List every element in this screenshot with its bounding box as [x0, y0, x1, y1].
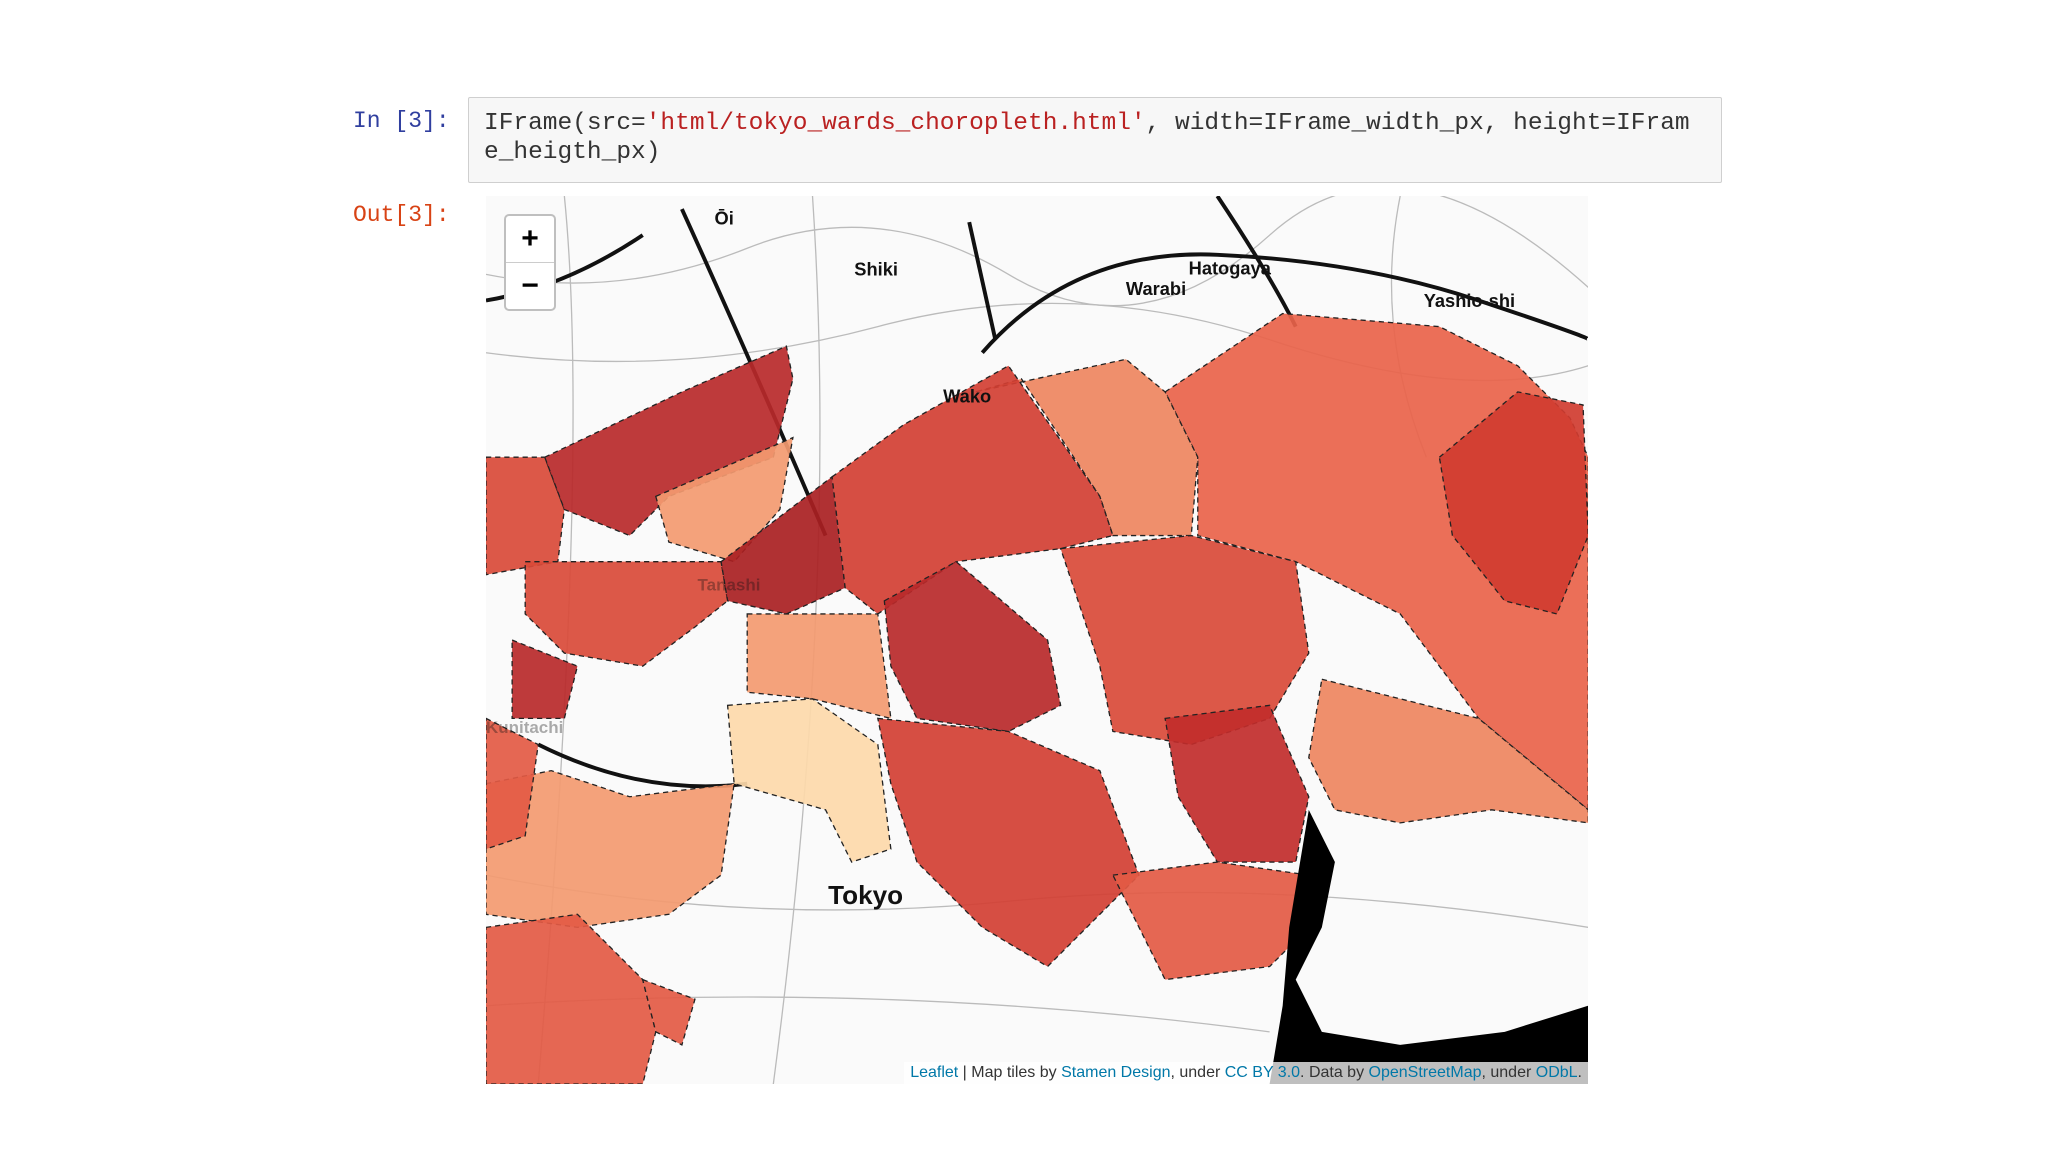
ward	[486, 769, 735, 929]
code-string: 'html/tokyo_wards_choropleth.html'	[645, 110, 1146, 137]
ward	[1164, 704, 1310, 863]
ward	[641, 978, 696, 1046]
ward	[726, 698, 892, 863]
attribution-text: | Map tiles by	[958, 1064, 1062, 1081]
ward	[1308, 678, 1588, 824]
attribution-link[interactable]: Stamen Design	[1061, 1064, 1171, 1081]
attribution: Leaflet | Map tiles by Stamen Design, un…	[904, 1062, 1588, 1084]
zoom-out-button[interactable]: −	[506, 262, 554, 309]
code-call: IFrame(src=	[484, 110, 646, 137]
road	[967, 221, 998, 341]
ward	[1438, 391, 1588, 615]
ward	[975, 358, 1199, 537]
ward	[524, 561, 729, 667]
attribution-text: .	[1577, 1064, 1582, 1081]
ward	[876, 717, 1140, 968]
zoom-control: + −	[504, 214, 556, 311]
ward	[720, 475, 846, 615]
place-label: Tokyo	[828, 880, 903, 910]
place-label: Ōi	[715, 208, 734, 229]
code-rest: , width=IFrame_width_px, height=IFrame_h…	[484, 110, 1690, 166]
ward	[511, 639, 579, 720]
attribution-text: , under	[1481, 1064, 1536, 1081]
place-label: Hatogaya	[1189, 257, 1272, 278]
place-label: Shiki	[854, 259, 898, 280]
input-prompt: In [3]:	[353, 108, 450, 134]
place-label: Warabi	[1126, 278, 1186, 299]
attribution-link[interactable]: ODbL	[1535, 1064, 1578, 1081]
ward	[486, 456, 566, 576]
road	[486, 196, 1588, 307]
ward	[1111, 861, 1310, 981]
attribution-text: . Data by	[1300, 1064, 1369, 1081]
zoom-in-button[interactable]: +	[521, 222, 539, 255]
map[interactable]: Ōi Shiki Hatogaya Warabi Yashio-shi Wako Tanas…	[486, 196, 1588, 1084]
ward	[883, 560, 1062, 733]
place-label: Kunitachi	[486, 718, 563, 737]
road	[980, 252, 1588, 355]
water	[1269, 809, 1588, 1084]
place-label: Tanashi	[698, 575, 761, 594]
ward	[831, 364, 1114, 615]
code-cell[interactable]: IFrame(src='html/tokyo_wards_choropleth.…	[468, 97, 1722, 183]
attribution-link[interactable]: Leaflet	[910, 1064, 959, 1081]
ward	[486, 717, 539, 850]
ward-polygons	[486, 312, 1588, 1084]
attribution-text: , under	[1170, 1064, 1225, 1081]
place-label: Wako	[943, 385, 991, 406]
code: IFrame(src='html/tokyo_wards_choropleth.…	[484, 109, 1696, 167]
attribution-link[interactable]: CC BY 3.0	[1224, 1064, 1301, 1081]
place-label: Yashio-shi	[1424, 290, 1515, 311]
ward	[746, 613, 892, 720]
ward	[486, 913, 657, 1084]
output-prompt: Out[3]:	[353, 202, 450, 228]
attribution-link[interactable]: OpenStreetMap	[1368, 1064, 1482, 1081]
